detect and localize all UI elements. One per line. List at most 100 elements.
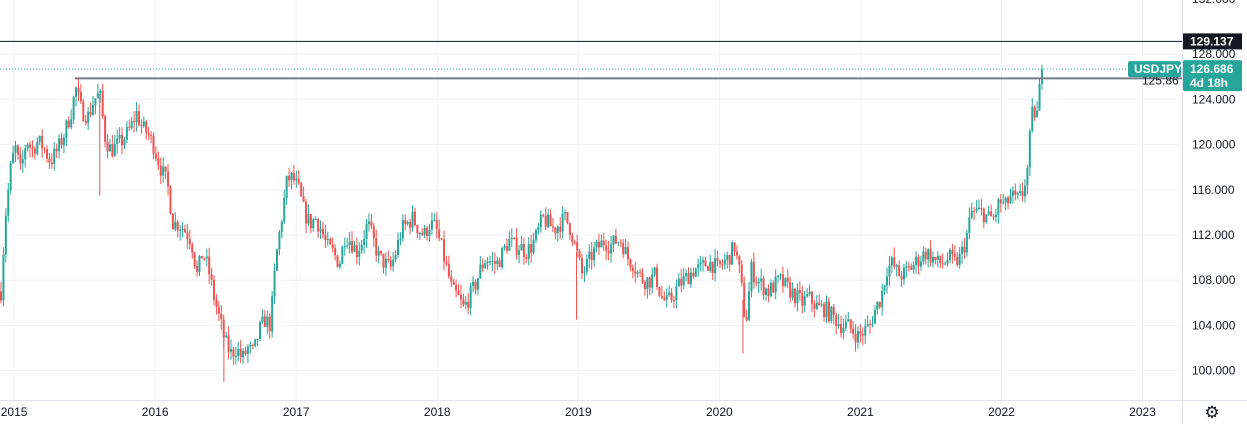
candle-body (537, 227, 540, 230)
candle-body (232, 349, 235, 357)
candle-body (300, 183, 303, 197)
candle-body (813, 303, 816, 309)
price-tick-label: 112.000 (1192, 228, 1235, 242)
candle-body (108, 144, 111, 152)
candle-body (406, 221, 409, 224)
candle-body (271, 296, 274, 332)
candle-body (994, 214, 997, 218)
candle-body (837, 323, 840, 327)
price-axis[interactable]: 100.000 104.000 108.000 112.000 116.000 120.0… (1192, 0, 1236, 378)
candle-body (823, 304, 826, 318)
time-tick-label: 2019 (565, 405, 592, 419)
candle-body (634, 271, 637, 274)
candle-body (806, 294, 809, 297)
candle-body (174, 221, 177, 230)
candle-body (815, 302, 818, 309)
candle-body (94, 98, 97, 106)
candle-body (939, 255, 942, 264)
candle-body (1036, 110, 1039, 118)
candle-body (21, 159, 24, 164)
candle-body (830, 306, 833, 322)
candle-body (721, 264, 724, 266)
candle-body (33, 148, 36, 154)
candle-body (164, 166, 167, 172)
candle-body (423, 227, 426, 235)
candle-body (711, 261, 714, 274)
candle-body (590, 251, 593, 261)
candle-body (907, 266, 910, 268)
candle-body (748, 291, 751, 321)
candle-body (285, 175, 288, 198)
candle-body (595, 241, 598, 248)
candle-body (222, 319, 225, 338)
time-axis[interactable]: 2015 2016 2017 2018 2019 2020 2021 2022 2023 (1, 405, 1156, 419)
candle-body (803, 296, 806, 306)
price-tick-label: 104.000 (1192, 318, 1236, 332)
crosshair-price-tag: 129.137 (1183, 33, 1242, 50)
candle-body (626, 247, 629, 260)
candle-body (387, 258, 390, 261)
candle-body (958, 253, 961, 266)
candle-body (142, 121, 145, 127)
candle-body (757, 281, 760, 284)
candle-body (106, 141, 109, 152)
candle-body (610, 244, 613, 254)
candle-body (157, 158, 160, 166)
candle-body (956, 256, 959, 266)
candle-body (764, 288, 767, 295)
candle-body (643, 282, 646, 290)
candle-body (60, 138, 63, 145)
candle-body (50, 162, 53, 165)
candle-body (372, 226, 375, 239)
candle-body (474, 281, 477, 290)
candle-body (827, 301, 830, 322)
candle-body (740, 264, 743, 283)
candle-body (752, 261, 755, 283)
candle-body (718, 260, 721, 265)
candle-body (629, 259, 632, 268)
candle-body (145, 121, 148, 133)
candle-body (213, 279, 216, 301)
time-tick-label: 2023 (1129, 405, 1156, 419)
price-tick-label: 128.000 (1192, 47, 1236, 61)
candle-body (769, 282, 772, 297)
candle-body (922, 251, 925, 262)
candle-body (929, 249, 932, 263)
candle-body (990, 211, 993, 217)
candle-body (179, 229, 182, 231)
candle-body (588, 251, 591, 259)
candle-body (663, 297, 666, 301)
candle-body (275, 249, 278, 271)
candle-body (96, 93, 99, 99)
candle-body (680, 278, 683, 286)
candle-body (380, 250, 383, 254)
candle-body (31, 147, 34, 149)
candle-body (14, 145, 17, 153)
candle-body (397, 239, 400, 256)
candle-body (319, 228, 322, 232)
candle-body (825, 301, 828, 318)
gear-icon[interactable]: ⚙ (1204, 403, 1220, 423)
candle-body (459, 294, 462, 300)
crosshair-price-value: 129.137 (1190, 34, 1234, 48)
price-tick-label: 108.000 (1192, 273, 1236, 287)
candle-body (4, 215, 7, 255)
candle-body (522, 243, 525, 258)
candle-body (818, 302, 821, 306)
time-tick-label: 2016 (142, 405, 169, 419)
candle-body (183, 228, 186, 233)
candle-body (254, 339, 257, 347)
candle-body (348, 241, 351, 246)
candle-body (561, 213, 564, 232)
candle-body (217, 307, 220, 314)
candle-body (948, 250, 951, 261)
candle-body (154, 153, 157, 159)
candle-body (169, 186, 172, 214)
candle-body (859, 331, 862, 335)
candle-body (871, 323, 874, 325)
candle-body (573, 242, 576, 244)
candle-body (682, 275, 685, 286)
candle-body (731, 242, 734, 265)
candle-body (668, 292, 671, 296)
